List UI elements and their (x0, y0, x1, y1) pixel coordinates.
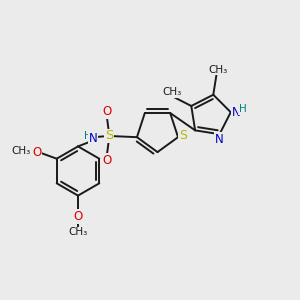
Text: O: O (102, 105, 112, 118)
Text: O: O (74, 210, 82, 223)
Text: N: N (89, 132, 98, 145)
Text: CH₃: CH₃ (208, 65, 227, 75)
Text: S: S (179, 130, 187, 142)
Text: H: H (84, 131, 92, 141)
Text: N: N (215, 133, 224, 146)
Text: CH₃: CH₃ (68, 227, 88, 237)
Text: O: O (32, 146, 41, 159)
Text: S: S (105, 130, 113, 142)
Text: N: N (232, 106, 241, 119)
Text: CH₃: CH₃ (162, 87, 182, 97)
Text: O: O (102, 154, 112, 167)
Text: H: H (239, 104, 247, 114)
Text: CH₃: CH₃ (11, 146, 31, 156)
